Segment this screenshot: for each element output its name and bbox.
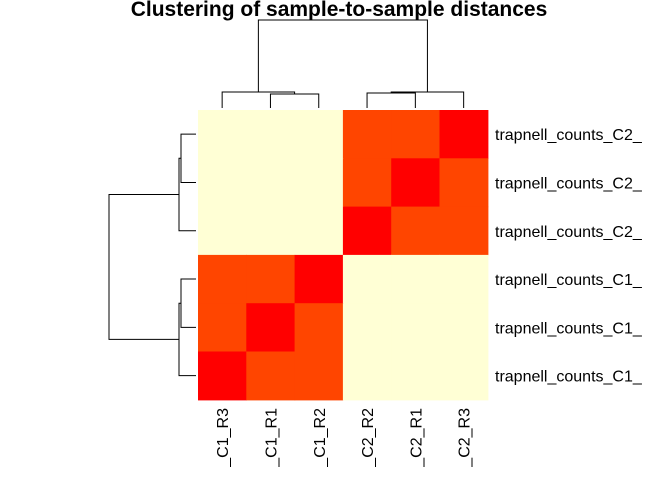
heatmap-cell [342,254,392,304]
dendrogram-branch [180,278,196,328]
heatmap-cell [246,303,296,353]
heatmap-cell [439,206,489,256]
heatmap-cell [342,110,392,159]
column-label: _C1_R1 [263,408,280,468]
column-dendrogram [221,19,465,108]
row-label: trapnell_counts_C1_ [495,320,643,337]
heatmap-cell [342,303,392,353]
column-label: _C2_R2 [360,408,377,468]
heatmap-cell [294,303,344,353]
heatmap-cell [391,303,441,353]
column-label: _C1_R3 [215,408,232,468]
heatmap-cell [391,254,441,304]
column-label: _C1_R2 [312,408,329,468]
heatmap-cell [294,206,344,256]
heatmap-cell [294,254,344,304]
column-label: _C2_R1 [408,408,425,468]
dendrogram-branch [180,133,196,183]
heatmap-cell [294,110,344,159]
heatmap-cell [342,351,392,401]
row-dendrogram [108,133,196,377]
heatmap-cell [294,351,344,401]
row-label: trapnell_counts_C1_ [495,369,643,386]
chart-title: Clustering of sample-to-sample distances [131,0,548,21]
row-label: trapnell_counts_C1_ [495,272,643,289]
row-label: trapnell_counts_C2_ [495,224,643,241]
heatmap-cell [391,158,441,208]
heatmap-cell [342,158,392,208]
heatmap-cell [198,303,247,353]
heatmap-cell [439,158,489,208]
heatmap-cell [439,110,489,159]
heatmap-cell [391,110,441,159]
heatmap-cell [246,351,296,401]
dendrogram-branch [178,302,196,377]
heatmap-cell [439,254,489,304]
dendrogram-branch [108,194,179,340]
dendrogram-branch [257,19,428,92]
column-label: _C2_R3 [457,408,474,468]
heatmap-cell [198,254,247,304]
heatmap-cell [294,158,344,208]
row-label: trapnell_counts_C2_ [495,127,643,144]
column-labels: _C1_R3 _C1_R1 _C1_R2 _C2_R2 _C2_R1 _C2_R3 [215,408,473,468]
heatmap-cell [391,206,441,256]
row-label: trapnell_counts_C2_ [495,175,643,192]
heatmap-cell [342,206,392,256]
dendrogram-branch [390,91,465,108]
heatmap-cells [198,110,489,401]
heatmap-cell [246,206,296,256]
row-labels: trapnell_counts_C2_trapnell_counts_C2_tr… [495,127,643,385]
heatmap-cell [198,206,247,256]
heatmap-cell [246,158,296,208]
heatmap-cell [198,110,247,159]
heatmap-cell [246,110,296,159]
heatmap-cell [198,351,247,401]
heatmap-cell [439,351,489,401]
dendrogram-branch [178,157,196,232]
heatmap-cell [198,158,247,208]
dendrogram-branch [366,92,416,108]
heatmap-cell [391,351,441,401]
dendrogram-branch [269,93,320,108]
heatmap-cell [246,254,296,304]
heatmap-cell [439,303,489,353]
